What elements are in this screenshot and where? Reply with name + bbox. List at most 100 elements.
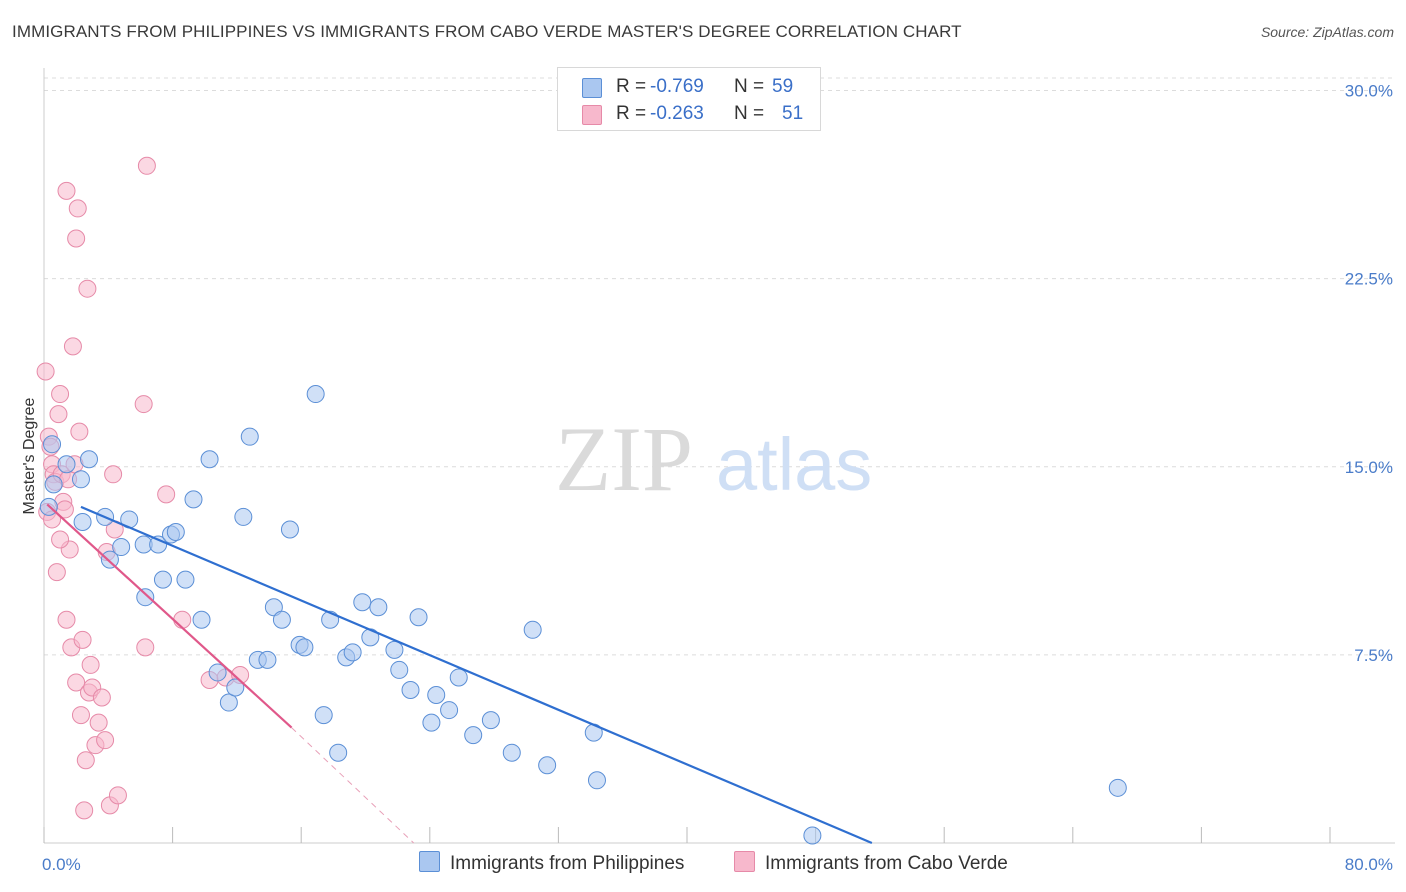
cabo-verde-point <box>51 385 70 404</box>
philippines-point <box>280 520 299 539</box>
y-tick-label: 15.0% <box>1345 458 1393 477</box>
bottom-legend-swatch-blue <box>419 851 440 872</box>
philippines-point <box>44 475 63 494</box>
cabo-verde-point <box>76 751 95 770</box>
philippines-point <box>440 701 459 720</box>
philippines-point <box>306 385 325 404</box>
philippines-point <box>803 826 822 845</box>
x-tick-label: 0.0% <box>42 855 81 874</box>
legend-r-label: R = <box>616 103 647 124</box>
cabo-verde-point <box>89 713 108 732</box>
cabo-verde-point <box>134 395 153 414</box>
legend-n-label: N = <box>734 76 765 97</box>
philippines-point <box>166 522 185 541</box>
legend-swatch-pink <box>582 105 602 125</box>
chart-title: IMMIGRANTS FROM PHILIPPINES VS IMMIGRANT… <box>12 22 962 41</box>
cabo-verde-point <box>36 362 55 381</box>
legend-swatch-blue <box>582 78 602 98</box>
philippines-point <box>57 455 76 474</box>
philippines-point <box>401 681 420 699</box>
x-tick-label: 80.0% <box>1345 855 1393 874</box>
watermark-zip: ZIP <box>555 408 693 510</box>
legend-n-value: 51 <box>782 103 804 124</box>
philippines-point <box>409 608 428 627</box>
cabo-verde-point <box>108 786 127 805</box>
bottom-legend-label: Immigrants from Philippines <box>450 853 685 874</box>
philippines-point <box>192 610 211 629</box>
grid-lines <box>44 77 1395 656</box>
axes <box>43 68 1395 844</box>
cabo-verde-trend-line <box>46 503 293 729</box>
philippines-point <box>1108 778 1127 797</box>
philippines-point <box>184 490 203 509</box>
cabo-verde-point <box>96 731 115 750</box>
philippines-point <box>427 686 446 705</box>
philippines-point <box>314 706 333 725</box>
bottom-legend-label: Immigrants from Cabo Verde <box>765 853 1008 874</box>
cabo-verde-point <box>136 638 155 657</box>
y-tick-label: 7.5% <box>1354 646 1393 665</box>
philippines-point <box>153 570 172 589</box>
philippines-point <box>136 588 155 607</box>
philippines-point <box>208 663 227 682</box>
bottom-legend-philippines: Immigrants from Philippines <box>419 851 684 875</box>
cabo-verde-point <box>47 563 66 582</box>
philippines-point <box>523 620 542 639</box>
cabo-verde-point <box>68 199 87 218</box>
philippines-point <box>176 570 195 589</box>
philippines-point <box>502 743 521 762</box>
cabo-verde-point <box>63 337 82 356</box>
cabo-verde-point <box>49 405 68 424</box>
y-axis-label: Master's Degree <box>21 397 38 514</box>
y-tick-label: 22.5% <box>1345 270 1393 289</box>
cabo-verde-point <box>70 422 89 441</box>
cabo-verde-point <box>57 181 76 200</box>
source-label: Source: ZipAtlas.com <box>1260 24 1394 40</box>
philippines-trend-line <box>80 505 873 845</box>
cabo-verde-point <box>78 279 97 298</box>
y-tick-label: 30.0% <box>1345 82 1393 101</box>
legend-row-cabo-verde: R = -0.263 N = 51 <box>558 100 820 128</box>
philippines-point <box>390 660 409 679</box>
cabo-verde-point <box>71 706 90 725</box>
philippines-point <box>234 507 253 526</box>
y-tick-labels: 7.5% 15.0% 22.5% 30.0% <box>1345 82 1393 665</box>
philippines-point <box>369 598 388 617</box>
philippines-point <box>80 450 99 469</box>
philippines-point <box>226 678 245 697</box>
cabo-verde-point <box>104 465 123 484</box>
legend-row-philippines: R = -0.769 N = 59 <box>558 73 820 101</box>
philippines-point <box>464 726 483 745</box>
watermark: ZIP atlas <box>555 408 872 510</box>
cabo-verde-point <box>67 229 86 248</box>
x-tick-labels: 0.0% 80.0% <box>42 855 1393 874</box>
philippines-point <box>449 668 468 687</box>
cabo-verde-point <box>137 156 156 175</box>
philippines-point <box>149 535 168 554</box>
bottom-legend-swatch-pink <box>734 851 755 872</box>
legend-n-value: 59 <box>772 76 794 97</box>
legend: R = -0.769 N = 59 R = -0.263 N = 51 <box>557 67 821 131</box>
cabo-verde-point <box>67 673 86 692</box>
philippines-point <box>100 550 119 569</box>
philippines-point <box>43 435 62 454</box>
cabo-verde-point <box>157 485 176 504</box>
philippines-point <box>258 650 277 669</box>
legend-r-value: -0.769 <box>650 76 704 97</box>
cabo-verde-point <box>51 530 70 549</box>
cabo-verde-point <box>81 655 100 674</box>
legend-r-label: R = <box>616 76 647 97</box>
watermark-atlas: atlas <box>716 423 872 506</box>
legend-r-value: -0.263 <box>650 103 704 124</box>
philippines-point <box>71 470 90 489</box>
philippines-point <box>538 756 557 775</box>
philippines-point <box>73 512 92 531</box>
philippines-point <box>481 711 500 730</box>
philippines-point <box>272 610 291 629</box>
philippines-point <box>353 593 372 612</box>
philippines-point <box>587 771 606 790</box>
philippines-point <box>200 450 219 469</box>
philippines-point <box>329 743 348 762</box>
cabo-verde-point <box>92 688 111 707</box>
